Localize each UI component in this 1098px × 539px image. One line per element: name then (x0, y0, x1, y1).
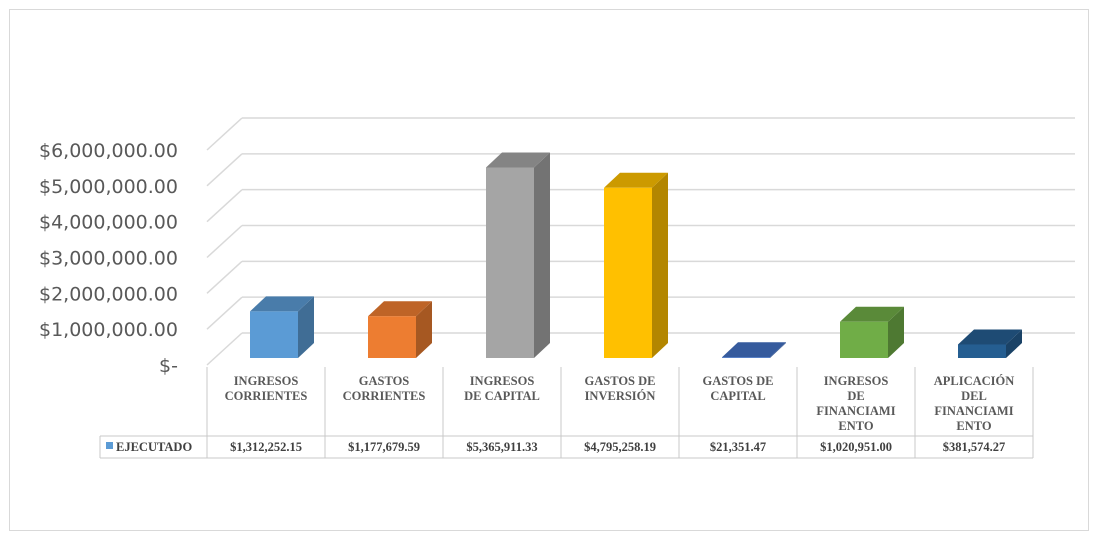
data-label: $5,365,911.33 (466, 440, 537, 454)
bar-front (486, 167, 534, 358)
category-label-line: INGRESOS (824, 374, 889, 388)
category-label: GASTOS DE INVERSIÓN (585, 374, 656, 403)
bar (722, 342, 786, 358)
bar (486, 152, 550, 358)
category-label: APLICACIÓN DEL FINANCIAMI ENTO (934, 374, 1015, 433)
y-tick-label: $5,000,000.00 (39, 176, 178, 198)
bar-top (486, 152, 550, 168)
bar-front (604, 187, 652, 358)
gridline-side (206, 224, 243, 259)
category-label-line: GASTOS DE (585, 374, 656, 388)
data-label: $21,351.47 (710, 440, 766, 454)
category-label: INGRESOS CORRIENTES (225, 374, 308, 403)
y-tick-label: $2,000,000.00 (39, 283, 178, 305)
category-label-line: DEL (961, 389, 987, 403)
bar-top (604, 172, 668, 188)
bar (840, 306, 904, 358)
bar-front (840, 321, 888, 358)
data-label: $1,177,679.59 (348, 440, 420, 454)
category-label-line: GASTOS (359, 374, 410, 388)
bar-top (250, 296, 314, 312)
data-label: $1,312,252.15 (230, 440, 302, 454)
bar-top (368, 301, 432, 317)
gridline-side (206, 189, 243, 223)
bar (250, 296, 314, 358)
y-tick-label: $6,000,000.00 (39, 140, 178, 162)
bar-side (298, 296, 314, 358)
bar-side (1006, 329, 1022, 358)
category-label-line: DE (847, 389, 864, 403)
legend-label: EJECUTADO (116, 440, 192, 454)
category-label-line: CORRIENTES (343, 389, 426, 403)
category-label-line: INVERSIÓN (585, 389, 656, 403)
data-label: $381,574.27 (943, 440, 1006, 454)
bar (958, 329, 1022, 358)
category-label-line: DE CAPITAL (464, 389, 540, 403)
category-label: INGRESOS DE FINANCIAMI ENTO (816, 374, 895, 433)
category-label-line: APLICACIÓN (934, 374, 1015, 388)
category-label: INGRESOS DE CAPITAL (464, 374, 540, 403)
category-label-line: ENTO (956, 419, 991, 433)
category-label-line: GASTOS DE (703, 374, 774, 388)
bar-side (770, 342, 786, 358)
category-label-line: INGRESOS (470, 374, 535, 388)
bar-front (250, 311, 298, 358)
category-label-line: ENTO (838, 419, 873, 433)
bar-front (722, 357, 770, 358)
category-label-line: FINANCIAMI (934, 404, 1013, 418)
y-tick-label: $4,000,000.00 (39, 212, 178, 234)
category-label: GASTOS DE CAPITAL (703, 374, 774, 403)
bar-side (888, 306, 904, 358)
bar-top (958, 329, 1022, 345)
data-label: $1,020,951.00 (820, 440, 892, 454)
bar-top (722, 342, 786, 358)
gridline-side (206, 332, 243, 366)
bar-front (958, 344, 1006, 358)
bar-side (652, 172, 668, 358)
bar (604, 172, 668, 358)
category-label-line: CAPITAL (710, 389, 765, 403)
legend-swatch (106, 442, 113, 449)
bars (250, 152, 1022, 358)
bar-side (534, 152, 550, 358)
y-tick-label: $- (159, 355, 178, 377)
y-tick-label: $1,000,000.00 (39, 319, 178, 341)
category-label-line: FINANCIAMI (816, 404, 895, 418)
gridline-side (206, 296, 243, 330)
bar (368, 301, 432, 358)
data-label: $4,795,258.19 (584, 440, 656, 454)
category-label-line: INGRESOS (234, 374, 299, 388)
y-tick-label: $3,000,000.00 (39, 248, 178, 270)
gridline-side (206, 260, 243, 294)
category-label: GASTOS CORRIENTES (343, 374, 426, 403)
bar-side (416, 301, 432, 358)
category-label-line: CORRIENTES (225, 389, 308, 403)
bar-front (368, 316, 416, 358)
bar-top (840, 306, 904, 322)
gridline-side (206, 117, 243, 151)
y-axis-labels: $- $1,000,000.00 $2,000,000.00 $3,000,000.0… (39, 140, 178, 377)
gridline-side (206, 153, 243, 187)
